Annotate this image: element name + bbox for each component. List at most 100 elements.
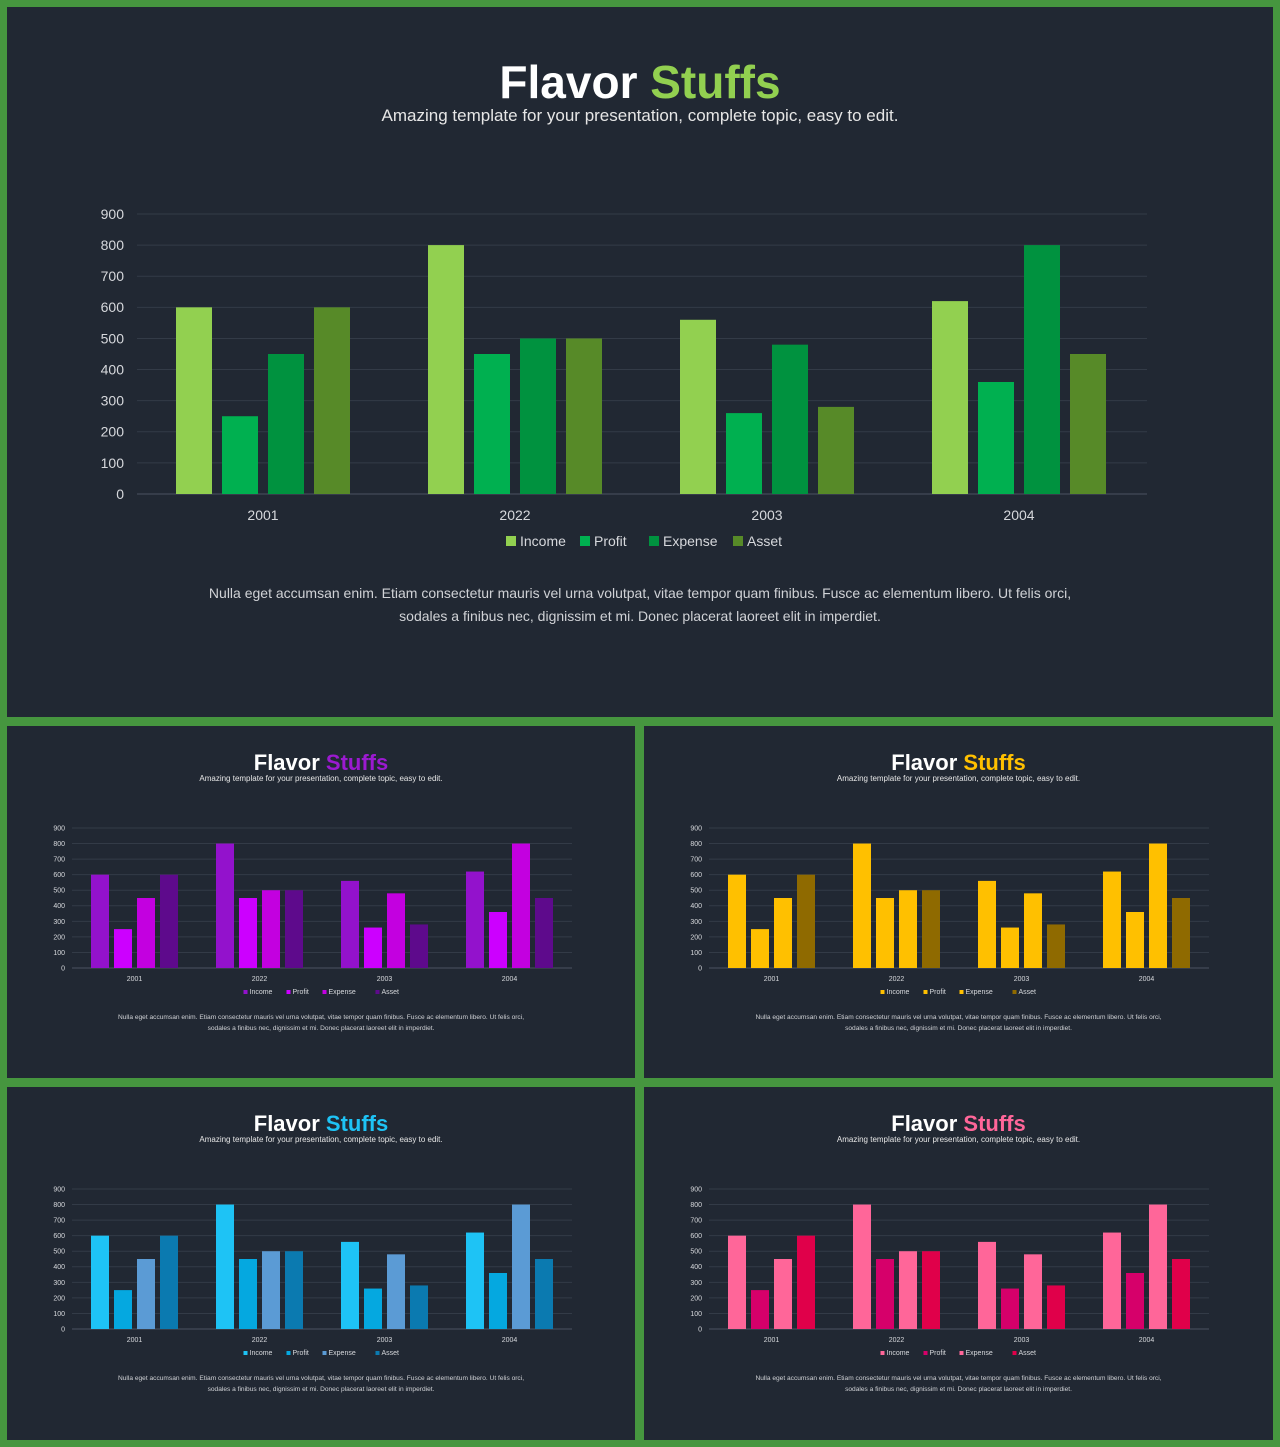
x-tick-label: 2022 <box>499 507 530 523</box>
x-tick-label: 2003 <box>1014 1337 1030 1344</box>
y-tick-label: 0 <box>698 1326 702 1333</box>
legend-item: Income <box>506 533 566 549</box>
y-tick-label: 200 <box>690 934 702 941</box>
bar-asset <box>1172 898 1190 968</box>
bar-asset <box>797 874 815 968</box>
bar-expense <box>520 338 556 494</box>
legend-swatch <box>243 1351 248 1355</box>
y-tick-label: 700 <box>101 268 125 284</box>
body-text: Nulla eget accumsan enim. Etiam consecte… <box>755 1014 1162 1032</box>
bar-expense <box>268 354 304 494</box>
bar-chart: 0 100 200 300 400 500 600 700 800 900 2001 2022 2003… <box>101 206 1147 549</box>
legend-label: Profit <box>293 1350 309 1357</box>
bar-profit <box>114 1290 132 1329</box>
bar-profit <box>1001 927 1019 968</box>
legend-item: Expense <box>959 1350 993 1357</box>
legend-item: Income <box>243 1350 273 1357</box>
slide-pink: Flavor Stuffs Amazing template for your … <box>644 1087 1273 1440</box>
legend-label: Expense <box>329 1350 356 1357</box>
legend-swatch <box>880 1351 885 1355</box>
y-tick-label: 100 <box>101 455 125 471</box>
slide-subtitle: Amazing template for your presentation, … <box>199 1135 443 1144</box>
bar-expense <box>262 1251 280 1329</box>
legend-label: Asset <box>1019 1350 1037 1357</box>
bar-chart: 0 100 200 300 400 500 600 700 800 900 2001 2022 2003… <box>690 1186 1209 1357</box>
y-tick-label: 500 <box>53 888 65 895</box>
legend-item: Profit <box>286 1350 309 1357</box>
bar-expense <box>1024 1254 1042 1329</box>
legend-label: Expense <box>329 989 356 996</box>
bar-expense <box>899 890 917 968</box>
bar-income <box>728 874 746 968</box>
y-tick-label: 600 <box>53 872 65 879</box>
bar-asset <box>285 890 303 968</box>
legend-item: Expense <box>959 989 993 996</box>
bar-income <box>1103 871 1121 968</box>
y-tick-label: 500 <box>690 1249 702 1256</box>
title-word-2: Stuffs <box>963 1111 1026 1136</box>
x-tick-label: 2003 <box>1014 976 1030 983</box>
x-tick-label: 2001 <box>764 1337 780 1344</box>
y-tick-label: 0 <box>61 1326 65 1333</box>
legend-swatch <box>649 536 659 546</box>
legend-item: Asset <box>1012 989 1036 996</box>
y-tick-label: 300 <box>101 393 125 409</box>
y-tick-label: 0 <box>61 965 65 972</box>
legend-label: Income <box>887 989 910 996</box>
bar-asset <box>535 898 553 968</box>
bar-profit <box>364 927 382 968</box>
slide-purple: Flavor Stuffs Amazing template for your … <box>7 726 635 1078</box>
legend-label: Income <box>250 1350 273 1357</box>
bar-expense <box>774 1259 792 1329</box>
legend-item: Profit <box>286 989 309 996</box>
y-tick-label: 700 <box>690 1218 702 1225</box>
y-tick-label: 800 <box>101 237 125 253</box>
x-tick-label: 2003 <box>751 507 782 523</box>
y-tick-label: 400 <box>690 903 702 910</box>
y-tick-label: 600 <box>690 872 702 879</box>
legend-item: Income <box>880 1350 910 1357</box>
bar-profit <box>489 912 507 968</box>
legend-swatch <box>959 1351 964 1355</box>
bar-expense <box>512 1204 530 1329</box>
y-tick-label: 200 <box>53 1295 65 1302</box>
bar-income <box>853 1204 871 1329</box>
legend-label: Profit <box>930 1350 946 1357</box>
title-word-1: Flavor <box>253 1111 320 1136</box>
y-tick-label: 200 <box>53 934 65 941</box>
slide-main: Flavor Stuffs Amazing template for your … <box>7 7 1273 717</box>
legend-swatch <box>322 990 327 994</box>
bar-expense <box>137 898 155 968</box>
bar-income <box>216 843 234 968</box>
x-tick-label: 2022 <box>252 976 268 983</box>
y-tick-label: 900 <box>690 825 702 832</box>
slide-subtitle: Amazing template for your presentation, … <box>381 106 899 125</box>
legend-swatch <box>880 990 885 994</box>
bar-profit <box>239 1259 257 1329</box>
bar-expense <box>512 843 530 968</box>
legend-swatch <box>580 536 590 546</box>
legend-swatch <box>243 990 248 994</box>
x-tick-label: 2004 <box>1139 976 1155 983</box>
x-tick-label: 2003 <box>377 976 393 983</box>
legend-item: Asset <box>1012 1350 1037 1357</box>
title-word-2: Stuffs <box>963 750 1026 775</box>
legend-item: Expense <box>322 1350 356 1357</box>
bar-asset <box>1047 924 1065 968</box>
legend-item: Expense <box>649 533 718 549</box>
bar-income <box>91 1235 109 1329</box>
legend-item: Income <box>243 989 273 996</box>
slide-blue: Flavor Stuffs Amazing template for your … <box>7 1087 635 1440</box>
y-tick-label: 700 <box>53 1218 65 1225</box>
bar-profit <box>239 898 257 968</box>
bar-income <box>853 843 871 968</box>
bar-expense <box>262 890 280 968</box>
bar-asset <box>1172 1259 1190 1329</box>
y-tick-label: 100 <box>690 1311 702 1318</box>
y-tick-label: 800 <box>690 1202 702 1209</box>
legend-swatch <box>322 1351 327 1355</box>
bar-chart: 0 100 200 300 400 500 600 700 800 900 2001 2022 2003… <box>53 825 572 996</box>
y-tick-label: 800 <box>53 1202 65 1209</box>
x-tick-label: 2022 <box>252 1337 268 1344</box>
legend-item: Profit <box>923 1350 946 1357</box>
